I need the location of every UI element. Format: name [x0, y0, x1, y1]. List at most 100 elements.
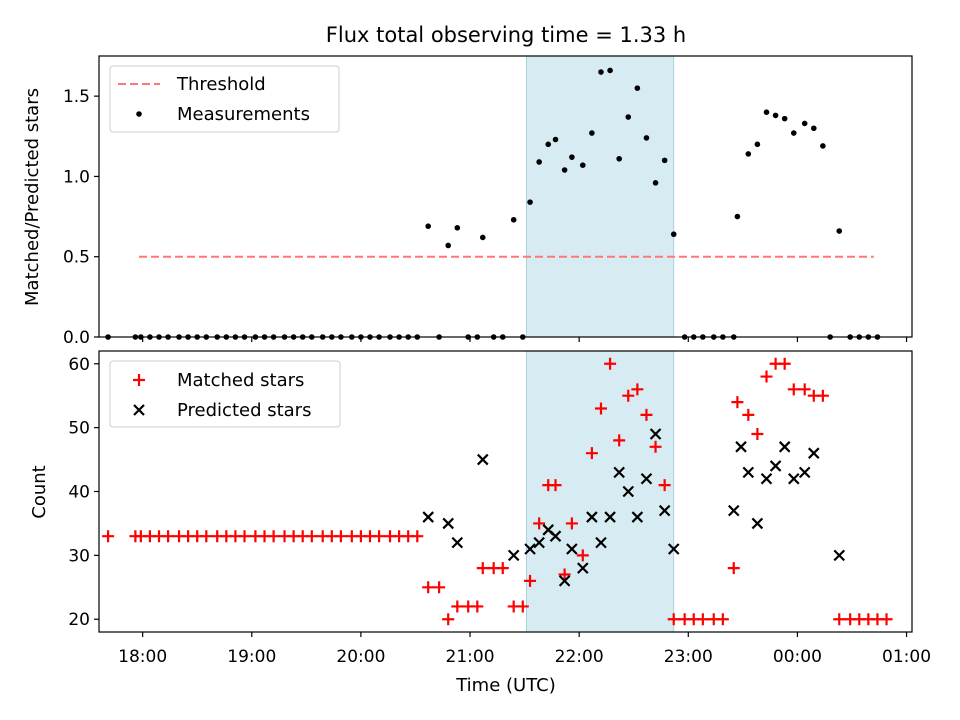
- bottom-y-axis-label: Count: [29, 465, 50, 518]
- top-measurement-points: [105, 67, 881, 340]
- measurement-point: [445, 242, 452, 249]
- matched-star-point: [305, 530, 318, 543]
- top-y-tick-label: 0.0: [63, 328, 90, 348]
- top-y-axis-label: Matched/Predicted stars: [22, 88, 43, 306]
- measurement-point: [625, 114, 632, 120]
- matched-stars-points: [102, 357, 893, 626]
- measurement-point: [545, 141, 552, 148]
- x-tick-label: 23:00: [664, 647, 713, 667]
- matched-star-point: [649, 440, 662, 453]
- predicted-star-point: [658, 504, 671, 517]
- matched-star-point: [658, 479, 671, 492]
- measurement-point: [745, 151, 752, 157]
- predicted-star-point: [631, 511, 644, 523]
- matched-legend-label: Matched stars: [177, 370, 304, 391]
- matched-star-point: [798, 383, 811, 396]
- predicted-star-point: [549, 530, 562, 542]
- matched-star-point: [716, 613, 729, 626]
- matched-star-point: [576, 549, 589, 562]
- top-y-axis: 0.0 0.5 1.0 1.5: [63, 87, 99, 348]
- measurement-point: [801, 120, 808, 127]
- top-y-tick-label: 1.5: [63, 87, 90, 107]
- matched-star-point: [162, 530, 175, 543]
- matched-star-point: [516, 600, 529, 613]
- top-y-tick-label: 0.5: [63, 248, 90, 268]
- predicted-star-point: [640, 472, 653, 485]
- matched-star-point: [880, 613, 893, 626]
- predicted-star-point: [586, 511, 598, 523]
- predicted-star-point: [595, 536, 607, 549]
- measurement-point: [810, 125, 817, 132]
- matched-star-point: [558, 568, 571, 581]
- measurement-point: [598, 69, 604, 75]
- measurement-point: [836, 228, 843, 234]
- measurement-point: [763, 109, 770, 115]
- bottom-y-tick-label: 40: [68, 483, 90, 503]
- matched-star-point: [696, 613, 709, 626]
- measurement-point: [661, 157, 668, 164]
- bottom-x-axis: 18:00 19:00 20:00 21:00 22:00 23:00 00:00 01:00: [118, 632, 931, 667]
- measurement-point: [552, 136, 559, 143]
- bottom-y-tick-label: 60: [68, 355, 90, 375]
- x-tick-label: 18:00: [118, 647, 167, 667]
- measurement-point: [734, 213, 741, 220]
- matched-star-point: [373, 530, 386, 543]
- measurement-point: [561, 167, 568, 173]
- bottom-y-tick-label: 20: [68, 610, 90, 630]
- bottom-legend-box: [109, 360, 341, 428]
- matched-star-point: [565, 517, 578, 530]
- x-tick-label: 01:00: [882, 647, 931, 667]
- matched-star-point: [496, 562, 509, 575]
- matched-star-point: [524, 574, 537, 587]
- top-legend-box: [109, 65, 340, 133]
- matched-star-point: [604, 357, 617, 370]
- x-axis-label: Time (UTC): [455, 675, 556, 696]
- measurement-point: [589, 130, 595, 136]
- matched-star-point: [476, 562, 489, 575]
- measurement-point: [510, 216, 517, 223]
- predicted-star-point: [808, 447, 820, 459]
- matched-star-point: [622, 389, 635, 402]
- predicted-star-point: [833, 549, 846, 562]
- matched-star-point: [778, 357, 791, 370]
- matched-star-point: [731, 396, 744, 409]
- measurement-point: [616, 155, 622, 162]
- measurement-point: [772, 112, 779, 119]
- measurement-point: [425, 223, 432, 230]
- bottom-y-axis: 20 30 40 50 60: [68, 355, 99, 630]
- predicted-star-point: [735, 441, 747, 453]
- predicted-star-point: [769, 460, 782, 472]
- matched-star-point: [102, 530, 115, 543]
- predicted-star-point: [422, 511, 434, 523]
- measurements-legend-label: Measurements: [177, 104, 310, 125]
- predicted-star-point: [798, 466, 811, 479]
- matched-star-point: [585, 447, 598, 460]
- x-tick-label: 21:00: [446, 647, 495, 667]
- matched-star-point: [751, 428, 764, 441]
- bottom-y-tick-label: 30: [68, 546, 90, 566]
- matched-star-point: [667, 613, 680, 626]
- matched-star-point: [613, 434, 626, 447]
- top-observing-window: [526, 55, 675, 338]
- top-legend: Threshold Measurements: [109, 65, 340, 133]
- matched-legend-swatch: [133, 374, 145, 386]
- bottom-legend: Matched stars Predicted stars: [109, 360, 341, 428]
- bottom-observing-window: [526, 350, 675, 633]
- measurement-point: [820, 143, 826, 149]
- matched-star-point: [267, 530, 280, 543]
- x-tick-label: 22:00: [555, 647, 604, 667]
- x-tick-label: 20:00: [336, 647, 385, 667]
- measurement-point: [670, 231, 677, 238]
- matched-star-point: [594, 402, 607, 415]
- measurement-point: [454, 225, 461, 231]
- measurement-point: [527, 199, 533, 205]
- observing-window-band: [526, 55, 675, 338]
- predicted-star-point: [524, 543, 536, 555]
- predicted-star-point: [507, 549, 520, 562]
- matched-star-point: [334, 530, 347, 543]
- matched-star-point: [471, 600, 484, 613]
- matched-star-point: [787, 383, 800, 396]
- matched-star-point: [833, 613, 846, 626]
- measurement-point: [479, 234, 486, 241]
- bottom-panel: 20 30 40 50 60 18:00 19:00 20:00 21:00 22:00 23:0…: [29, 350, 931, 696]
